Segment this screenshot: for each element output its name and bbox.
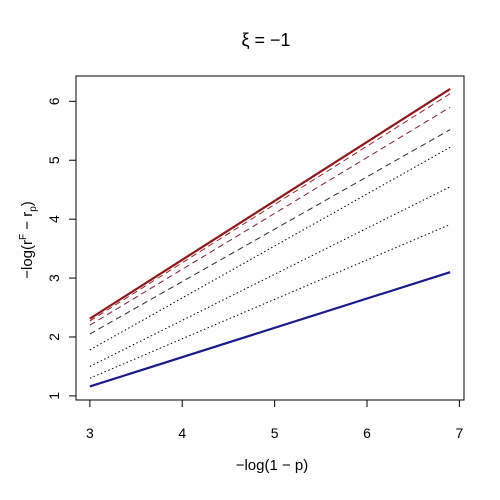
y-axis: 1 2 3 4 5 6 bbox=[46, 97, 77, 400]
y-tick-label: 4 bbox=[46, 215, 62, 223]
x-tick-label: 6 bbox=[363, 425, 371, 441]
series-line-6 bbox=[89, 186, 451, 367]
y-tick-label: 6 bbox=[46, 97, 62, 105]
y-tick-label: 5 bbox=[46, 156, 62, 164]
y-label-sup: F bbox=[18, 234, 29, 240]
y-axis-label: −log(rF − rp) bbox=[18, 201, 39, 279]
x-tick-label: 5 bbox=[271, 425, 279, 441]
y-label-sub: p bbox=[28, 206, 39, 212]
y-label-mid: − r bbox=[19, 212, 36, 234]
x-axis: 3 4 5 6 7 bbox=[86, 399, 463, 441]
series-line-1 bbox=[89, 88, 451, 320]
y-tick-label: 2 bbox=[46, 333, 62, 341]
y-label-post: ) bbox=[19, 201, 36, 206]
x-tick-label: 4 bbox=[178, 425, 186, 441]
chart-title: ξ = −1 bbox=[241, 30, 290, 50]
y-label-pre: −log(r bbox=[19, 240, 36, 279]
series-line-2 bbox=[89, 93, 451, 322]
series-line-3 bbox=[89, 106, 451, 326]
x-tick-label: 3 bbox=[86, 425, 94, 441]
plot-area-frame bbox=[75, 75, 465, 401]
series-line-4 bbox=[89, 129, 451, 335]
series-layer bbox=[89, 88, 451, 388]
series-line-5 bbox=[89, 146, 451, 351]
series-line-7 bbox=[89, 223, 451, 379]
series-line-8 bbox=[89, 271, 451, 388]
y-tick-label: 3 bbox=[46, 274, 62, 282]
x-tick-label: 7 bbox=[455, 425, 463, 441]
y-tick-label: 1 bbox=[46, 392, 62, 400]
x-axis-label: −log(1 − p) bbox=[236, 457, 309, 474]
